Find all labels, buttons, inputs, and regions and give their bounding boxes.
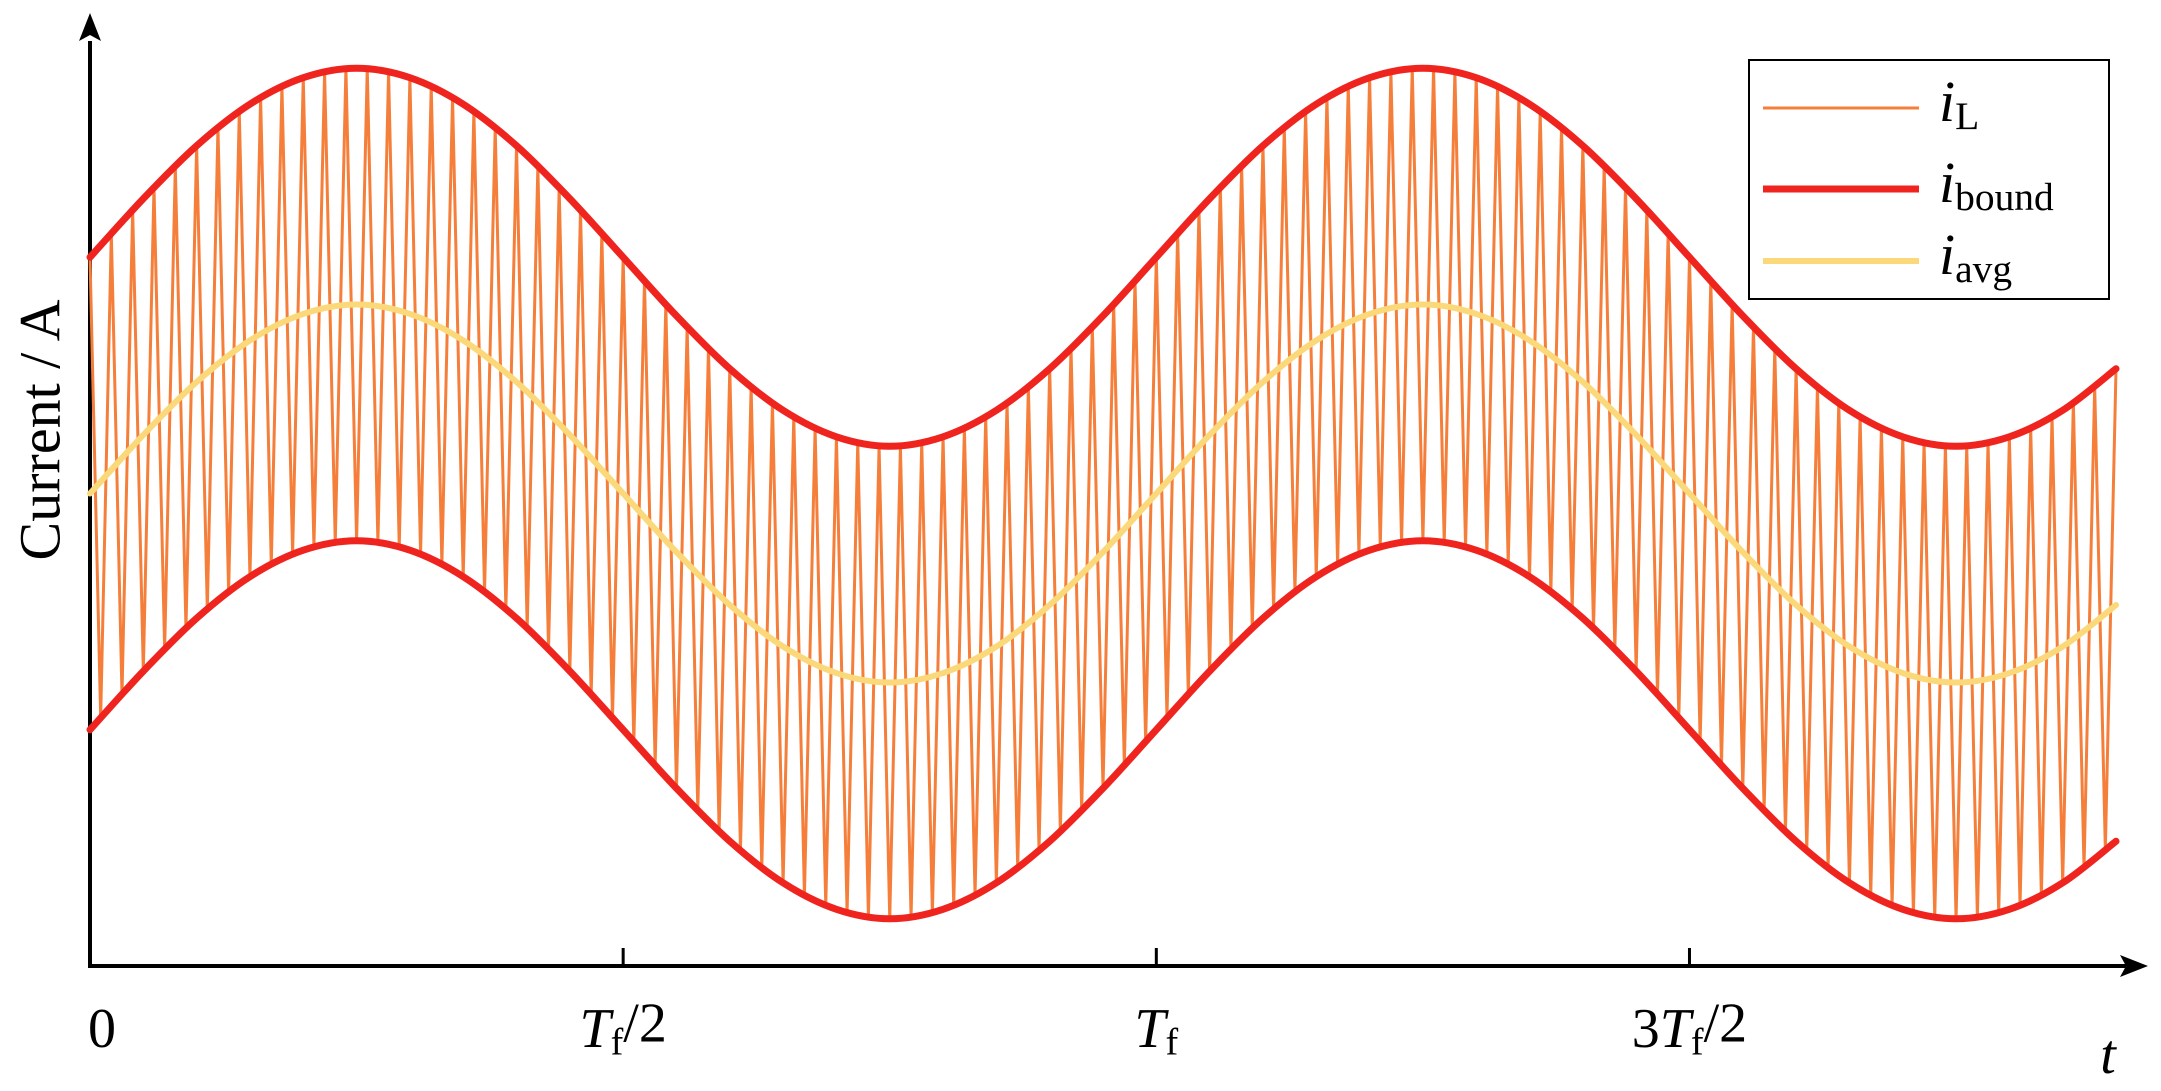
x-tick-label: 3Tf/2 <box>1632 992 1747 1063</box>
x-tick-label: 0 <box>88 998 116 1060</box>
y-axis-arrow <box>79 13 101 41</box>
series-line <box>86 537 2120 923</box>
x-tick-label: Tf/2 <box>579 992 666 1063</box>
x-axis-arrow <box>2120 955 2148 977</box>
legend-label: iavg <box>1939 222 2012 291</box>
series-line <box>87 301 2120 686</box>
legend-label: ibound <box>1939 150 2054 219</box>
x-axis-label: t <box>2100 1024 2117 1086</box>
x-tick-label: Tf <box>1134 998 1178 1063</box>
legend-label: iL <box>1939 69 1979 138</box>
y-axis-label: Current / A <box>7 299 72 560</box>
series-line <box>86 64 2120 450</box>
